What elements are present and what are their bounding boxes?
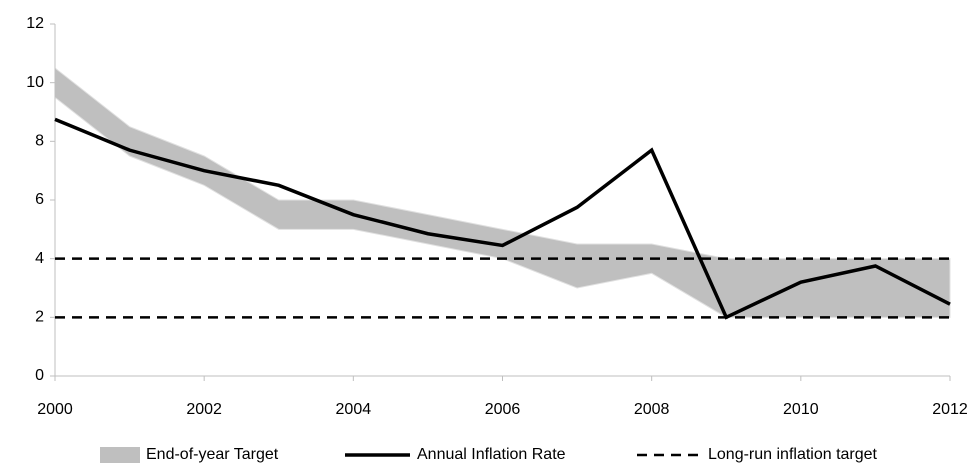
x-tick-label: 2008 [634, 401, 670, 418]
x-tick-label: 2010 [783, 401, 819, 418]
legend-label: Annual Inflation Rate [417, 446, 566, 463]
legend-swatch [100, 447, 140, 463]
inflation-line [54, 117, 951, 320]
y-tick-label: 4 [35, 250, 44, 267]
y-tick-label: 2 [35, 309, 44, 326]
y-tick-label: 8 [35, 133, 44, 150]
x-tick-label: 2002 [186, 401, 222, 418]
y-tick-label: 0 [35, 367, 44, 384]
x-tick-label: 2000 [37, 401, 73, 418]
legend-label: Long-run inflation target [708, 446, 878, 463]
target-band [54, 66, 951, 318]
y-tick-label: 10 [26, 74, 44, 91]
y-tick-label: 12 [26, 15, 44, 32]
x-tick-label: 2004 [336, 401, 372, 418]
x-tick-label: 2006 [485, 401, 521, 418]
y-tick-label: 6 [35, 191, 44, 208]
x-tick-label: 2012 [932, 401, 968, 418]
legend-label: End-of-year Target [146, 446, 279, 463]
